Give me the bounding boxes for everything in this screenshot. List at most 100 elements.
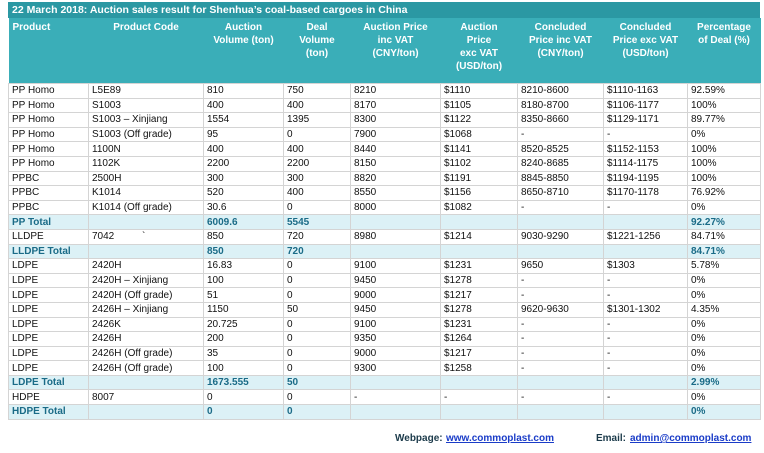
cell: 9450: [350, 301, 441, 318]
cell: 0: [283, 389, 351, 406]
cell: $1106-1177: [603, 97, 688, 114]
cell: -: [350, 389, 441, 406]
cell: 2420H (Off grade): [88, 287, 204, 303]
cell: -: [517, 331, 604, 347]
cell: $1122: [440, 112, 518, 128]
cell: $1278: [440, 272, 518, 289]
cell: $1214: [440, 228, 518, 245]
cell: $1278: [440, 301, 518, 318]
cell: 9300: [350, 360, 441, 376]
cell: $1217: [440, 345, 518, 362]
cell: LDPE: [8, 301, 89, 318]
cell: -: [517, 287, 604, 303]
cell: 0: [283, 404, 351, 420]
cell: 4.35%: [687, 301, 761, 318]
data-row: PPBC K1014 520 400 8550 $1156 8650-8710 $1170-1…: [8, 185, 761, 201]
email-link[interactable]: admin@commoplast.com: [630, 433, 752, 444]
total-row: HDPE Total 0 0 0%: [8, 404, 761, 420]
webpage-link[interactable]: www.commoplast.com: [446, 433, 554, 444]
cell: 850: [203, 243, 284, 260]
cell: 51: [203, 287, 284, 303]
header-line: Price: [466, 35, 492, 46]
cell: $1221-1256: [603, 228, 688, 245]
cell: $1217: [440, 287, 518, 303]
cell: PP Homo: [8, 141, 89, 157]
header-line: Concluded: [619, 22, 672, 33]
column-header: Concluded Price exc VAT (USD/ton): [603, 18, 688, 84]
data-row: PP Homo S1003 (Off grade) 95 0 7900 $1068- -0%: [8, 126, 761, 143]
cell: 1554: [203, 112, 284, 128]
data-row: LDPE 2420H (Off grade) 51 0 9000 $1217- -0%: [8, 287, 761, 303]
data-row: LDPE 2426H – Xinjiang 1150 50 9450 $1278 9620-…: [8, 301, 761, 318]
cell: LDPE: [8, 287, 89, 303]
cell: [603, 374, 688, 391]
cell: 2426H: [88, 331, 204, 347]
cell: 9100: [350, 258, 441, 274]
header-line: Auction Price: [363, 22, 428, 33]
cell: [440, 214, 518, 230]
cell: PP Total: [8, 214, 89, 230]
cell: LDPE: [8, 316, 89, 333]
cell: PP Homo: [8, 155, 89, 172]
cell: 100: [203, 360, 284, 376]
header-row: Product Product Code Auction Volume (ton) De…: [8, 18, 761, 84]
data-row: HDPE 8007 0 0- - - -0%: [8, 389, 761, 406]
cell: 84.71%: [687, 243, 761, 260]
cell: [350, 214, 441, 230]
cell: 8300: [350, 112, 441, 128]
cell: -: [517, 126, 604, 143]
cell: 9100: [350, 316, 441, 333]
cell: -: [517, 345, 604, 362]
email-label: Email:: [596, 433, 627, 444]
column-header: Concluded Price inc VAT (CNY/ton): [517, 18, 604, 84]
header-line: Auction: [460, 22, 498, 33]
cell: -: [603, 316, 688, 333]
header-line: Product Code: [113, 22, 179, 33]
cell: 0%: [687, 316, 761, 333]
cell: 0: [283, 287, 351, 303]
cell: PPBC: [8, 170, 89, 187]
cell: L5E89: [88, 83, 204, 99]
cell: -: [440, 389, 518, 406]
cell: 35: [203, 345, 284, 362]
cell: 100: [203, 272, 284, 289]
cell: 200: [203, 331, 284, 347]
cell: 0%: [687, 287, 761, 303]
cell: 100%: [687, 141, 761, 157]
cell: 16.83: [203, 258, 284, 274]
cell: $1170-1178: [603, 185, 688, 201]
cell: 76.92%: [687, 185, 761, 201]
cell: 7042 `: [88, 228, 204, 245]
cell: [603, 243, 688, 260]
data-row: PPBC 2500H 300 300 8820 $1191 8845-8850 $1194-1…: [8, 170, 761, 187]
cell: LLDPE: [8, 228, 89, 245]
cell: 810: [203, 83, 284, 99]
cell: 8000: [350, 199, 441, 216]
cell: HDPE Total: [8, 404, 89, 420]
cell: $1264: [440, 331, 518, 347]
cell: 300: [203, 170, 284, 187]
cell: 2420H – Xinjiang: [88, 272, 204, 289]
cell: LDPE: [8, 345, 89, 362]
cell: $1102: [440, 155, 518, 172]
cell: -: [603, 126, 688, 143]
data-row: LDPE 2426H 200 0 9350 $1264- -0%: [8, 331, 761, 347]
cell: [603, 404, 688, 420]
header-line: Percentage: [697, 22, 751, 33]
cell: $1105: [440, 97, 518, 114]
cell: 520: [203, 185, 284, 201]
data-row: LDPE 2426H (Off grade) 35 0 9000 $1217- -0%: [8, 345, 761, 362]
data-row: LDPE 2426H (Off grade) 100 0 9300 $1258- -0%: [8, 360, 761, 376]
header-line: Concluded: [534, 22, 587, 33]
header-line: (USD/ton): [455, 61, 503, 72]
footer: Webpage: www.commoplast.com Email: admin…: [8, 433, 760, 447]
cell: 8210-8600: [517, 83, 604, 99]
cell: 400: [203, 97, 284, 114]
cell: 1102K: [88, 155, 204, 172]
cell: 2.99%: [687, 374, 761, 391]
cell: 2426H – Xinjiang: [88, 301, 204, 318]
cell: $1110: [440, 83, 518, 99]
cell: -: [517, 272, 604, 289]
cell: 400: [283, 141, 351, 157]
